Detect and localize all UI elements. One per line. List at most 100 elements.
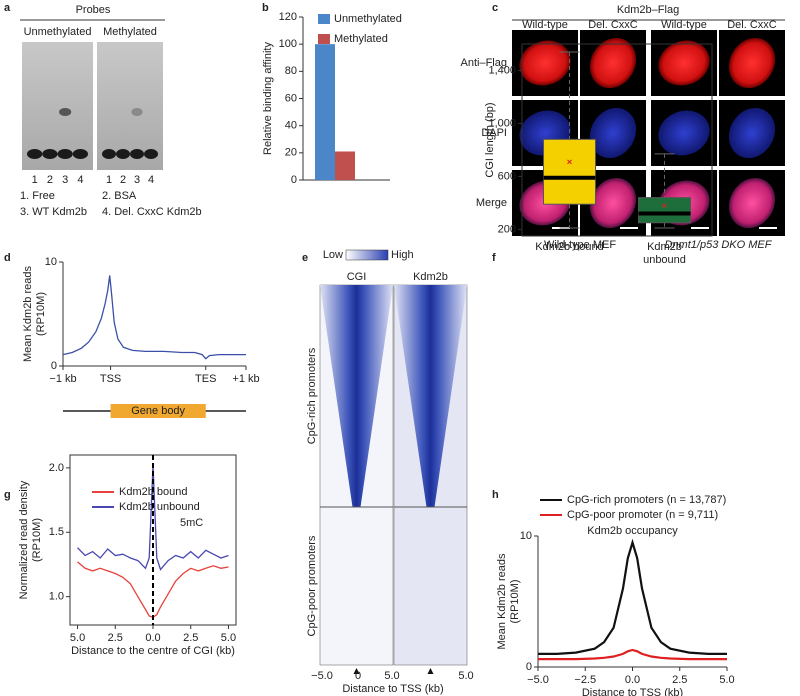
x-tick-label: −5.0 [527, 674, 549, 686]
gel-lane-label: 4 [77, 174, 83, 186]
x-axis-label: Distance to the centre of CGI (kb) [71, 645, 235, 657]
gel-lane-label: 3 [62, 174, 68, 186]
y-tick-label: 10 [520, 530, 532, 542]
x-tick-label: −2.5 [574, 674, 596, 686]
y-tick-label: 600 [498, 170, 516, 182]
y-tick-label: 1,000 [488, 117, 516, 129]
nucleus [728, 107, 776, 159]
bar [315, 44, 335, 180]
heatmap-signal [320, 285, 393, 507]
imaging-row-label: Anti–Flag [461, 57, 507, 69]
heatmap-column-label: CGI [347, 271, 367, 283]
panel-label: g [4, 489, 11, 501]
y-tick-label: 2.0 [49, 462, 64, 474]
gel-shift-band [131, 108, 143, 116]
gel-band [144, 149, 158, 159]
annotation: Gene body [131, 405, 185, 417]
plot-frame [521, 43, 713, 237]
gel-lane-label: 1 [32, 174, 38, 186]
y-tick-label: 20 [285, 147, 297, 159]
panel-label: h [492, 489, 499, 501]
x-tick-label: −1 kb [49, 373, 76, 385]
box [638, 197, 691, 224]
nucleus [519, 40, 571, 86]
x-tick-label: TES [195, 373, 216, 385]
panel-label: d [4, 252, 11, 264]
panel-label: e [302, 252, 308, 264]
tss-marker [427, 668, 434, 674]
legend-label: CpG-poor promoter (n = 9,711) [567, 509, 718, 521]
x-tick-label: Kdm2b bound [535, 241, 604, 253]
gel-key: 4. Del. CxxC Kdm2b [102, 206, 202, 218]
imaging-row-label: Merge [476, 197, 507, 209]
heatmap-x-tick: 0 [355, 670, 361, 682]
legend-label: Unmethylated [334, 13, 402, 25]
y-axis-label: Mean Kdm2b reads [22, 266, 34, 362]
imaging-column-label: Del. CxxC [727, 19, 777, 31]
y-tick-label: 0 [526, 661, 532, 673]
panel-label: a [4, 2, 11, 14]
gel-band [42, 149, 58, 159]
y-tick-label: 1,400 [488, 64, 516, 76]
nucleus [728, 37, 776, 89]
cell-line-label: Wild-type MEF [544, 239, 616, 251]
color-scale-high: High [391, 249, 414, 261]
nucleus [728, 177, 776, 229]
gel-lane-label: 2 [47, 174, 53, 186]
x-tick-label: 0.0 [145, 632, 160, 644]
nucleus [658, 40, 710, 86]
y-tick-label: 60 [285, 92, 297, 104]
x-tick-label: 5.0 [70, 632, 85, 644]
annotation: Kdm2b occupancy [587, 525, 678, 537]
x-tick-label: +1 kb [232, 373, 259, 385]
imaging-title: Kdm2b–Flag [617, 4, 679, 16]
y-axis-label: Relative binding affinity [262, 42, 274, 155]
y-tick-label: 40 [285, 120, 297, 132]
x-tick-label: 5.0 [221, 632, 236, 644]
gel-band [27, 149, 43, 159]
gel-band [72, 149, 88, 159]
panel-label: f [492, 252, 496, 264]
bar [335, 151, 355, 180]
cell-line-label: Dnmt1/p53 DKO MEF [665, 239, 773, 251]
heatmap-column-label: Kdm2b [413, 271, 448, 283]
gel-lane-label: 3 [134, 174, 140, 186]
y-tick-label: 0 [291, 174, 297, 186]
y-tick-label: 1.5 [49, 526, 64, 538]
gel-probe-label: Methylated [103, 26, 157, 38]
y-axis-label: Normalized read density [18, 480, 30, 599]
series-line [538, 538, 727, 655]
gel-image [22, 42, 93, 170]
series-line [62, 275, 246, 360]
gel-band [116, 149, 130, 159]
y-tick-label: 80 [285, 65, 297, 77]
tss-marker [353, 668, 360, 674]
legend-label: Methylated [334, 33, 388, 45]
heatmap-signal [394, 285, 467, 507]
legend-label: CpG-rich promoters (n = 13,787) [567, 494, 726, 506]
legend-swatch [318, 14, 330, 24]
nucleus [658, 110, 710, 156]
series-line [538, 648, 727, 661]
gel-lane-label: 4 [148, 174, 154, 186]
heatmap-x-tick: −5.0 [311, 670, 333, 682]
gel-key: 3. WT Kdm2b [20, 206, 87, 218]
gel-image [97, 42, 163, 170]
legend-label: Kdm2b unbound [119, 501, 200, 513]
gel-probe-label: Unmethylated [24, 26, 92, 38]
gel-shift-band [59, 108, 72, 116]
y-tick-label: 200 [498, 223, 516, 235]
color-scale [345, 249, 389, 261]
heatmap-x-tick: 5.0 [458, 670, 473, 682]
x-tick-label: TSS [100, 373, 121, 385]
y-tick-label: 0 [51, 360, 57, 372]
x-tick-label: 2.5 [108, 632, 123, 644]
legend-swatch [318, 34, 330, 44]
x-tick-label: 2.5 [183, 632, 198, 644]
gel-band [57, 149, 73, 159]
heatmap-group: CpG-poor promoters [306, 535, 318, 636]
imaging-column-label: Wild-type [522, 19, 568, 31]
gel-key: 1. Free [20, 190, 55, 202]
y-tick-label: 10 [45, 256, 57, 268]
